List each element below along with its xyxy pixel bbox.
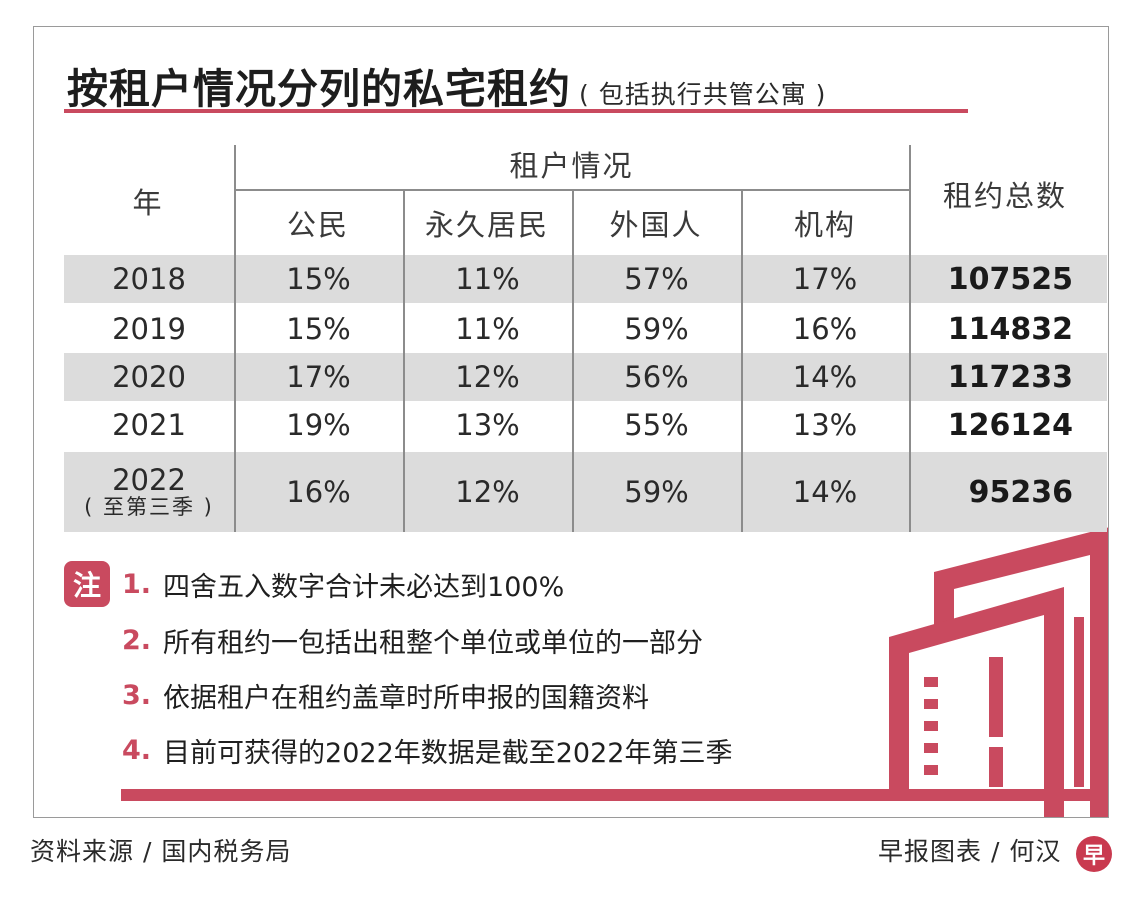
column-divider bbox=[741, 191, 743, 532]
note-text: 所有租约一包括出租整个单位或单位的一部分 bbox=[163, 627, 704, 659]
column-divider bbox=[234, 145, 236, 532]
cell-value: 13% bbox=[455, 408, 520, 442]
note-text: 依据租户在租约盖章时所申报的国籍资料 bbox=[163, 682, 650, 714]
cell-year: 2021 bbox=[112, 408, 186, 442]
building-illustration bbox=[121, 527, 1108, 817]
column-divider bbox=[572, 191, 574, 532]
header-total: 租约总数 bbox=[942, 179, 1067, 213]
title-block: 按租户情况分列的私宅租约 ( 包括执行共管公寓 ) bbox=[67, 55, 826, 115]
row-band bbox=[64, 255, 1107, 303]
row-band bbox=[64, 353, 1107, 401]
cell-value: 59% bbox=[624, 312, 689, 346]
source-credit: 资料来源 / 国内税务局 bbox=[30, 837, 292, 866]
infographic-frame: 按租户情况分列的私宅租约 ( 包括执行共管公寓 ) 年 bbox=[33, 26, 1109, 818]
cell-total: 117233 bbox=[947, 359, 1073, 395]
zaobao-logo: 早 bbox=[1076, 836, 1112, 872]
chart-subtitle: ( 包括执行共管公寓 ) bbox=[579, 80, 827, 109]
cell-value: 56% bbox=[624, 360, 689, 394]
year-note: ( 至第三季 ) bbox=[84, 495, 214, 520]
header-col-citizen: 公民 bbox=[286, 208, 349, 242]
cell-total: 126124 bbox=[947, 407, 1073, 443]
cell-value: 17% bbox=[286, 360, 351, 394]
row-band bbox=[64, 452, 1107, 532]
header-col-foreigner: 外国人 bbox=[609, 208, 703, 242]
note-item: 4. 目前可获得的2022年数据是截至2022年第三季 bbox=[122, 730, 732, 770]
header-divider bbox=[234, 189, 909, 191]
chart-title: 按租户情况分列的私宅租约 bbox=[67, 65, 571, 113]
cell-year: 2022 ( 至第三季 ) bbox=[64, 452, 234, 532]
cell-value: 11% bbox=[455, 262, 520, 296]
cell-value: 16% bbox=[286, 475, 351, 509]
graphic-credit: 早报图表 / 何汉 bbox=[878, 837, 1062, 866]
note-number: 1. bbox=[122, 568, 152, 600]
cell-value: 55% bbox=[624, 408, 689, 442]
header-col-pr: 永久居民 bbox=[424, 208, 549, 242]
note-text: 四舍五入数字合计未必达到100% bbox=[163, 571, 565, 603]
title-underline bbox=[64, 109, 968, 113]
note-item: 1. 四舍五入数字合计未必达到100% bbox=[122, 564, 564, 604]
year-label: 2022 bbox=[112, 462, 186, 497]
cell-year: 2020 bbox=[112, 360, 186, 394]
cell-total: 114832 bbox=[947, 311, 1073, 347]
cell-value: 59% bbox=[624, 475, 689, 509]
notes-badge: 注 bbox=[64, 561, 110, 607]
note-number: 3. bbox=[122, 679, 152, 711]
column-divider bbox=[909, 145, 911, 532]
cell-value: 12% bbox=[455, 475, 520, 509]
cell-value: 16% bbox=[792, 312, 858, 346]
cell-total: 107525 bbox=[947, 261, 1073, 297]
header-year: 年 bbox=[132, 186, 164, 220]
header-group: 租户情况 bbox=[509, 149, 634, 183]
cell-value: 17% bbox=[792, 262, 858, 296]
cell-year: 2018 bbox=[112, 262, 186, 296]
note-number: 2. bbox=[122, 624, 152, 656]
cell-value: 15% bbox=[286, 312, 351, 346]
note-item: 3. 依据租户在租约盖章时所申报的国籍资料 bbox=[122, 675, 649, 715]
cell-value: 12% bbox=[455, 360, 520, 394]
cell-value: 57% bbox=[624, 262, 689, 296]
note-number: 4. bbox=[122, 734, 152, 766]
note-item: 2. 所有租约一包括出租整个单位或单位的一部分 bbox=[122, 620, 703, 660]
column-divider bbox=[403, 191, 405, 532]
cell-value: 14% bbox=[792, 360, 858, 394]
cell-value: 13% bbox=[792, 408, 858, 442]
cell-year: 2019 bbox=[112, 312, 186, 346]
note-text: 目前可获得的2022年数据是截至2022年第三季 bbox=[163, 737, 733, 769]
cell-value: 14% bbox=[792, 475, 858, 509]
cell-value: 11% bbox=[455, 312, 520, 346]
cell-total: 95236 bbox=[968, 474, 1073, 510]
cell-value: 15% bbox=[286, 262, 351, 296]
cell-value: 19% bbox=[286, 408, 351, 442]
header-col-institution: 机构 bbox=[793, 208, 856, 242]
